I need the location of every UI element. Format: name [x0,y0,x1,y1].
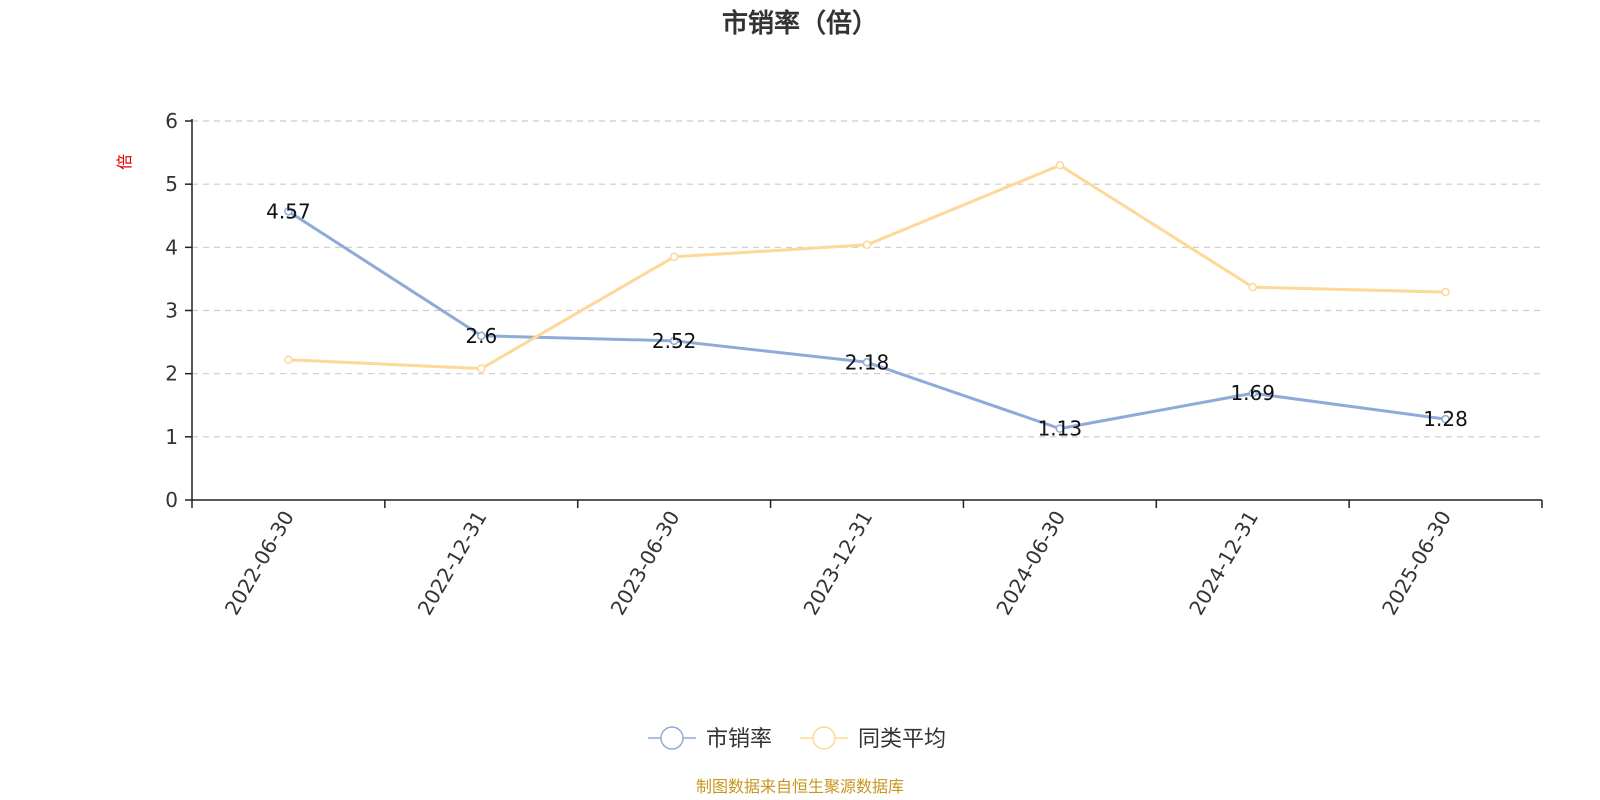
x-tick-label-6: 2025-06-30 [1377,507,1456,620]
legend[interactable]: 市销率 同类平均 [648,726,946,752]
chart-title: 市销率（倍） [722,8,878,39]
x-tick-label-2: 2023-06-30 [606,507,685,620]
data-point-s1-1[interactable] [477,364,486,373]
source-note: 制图数据来自恒生聚源数据库 [696,777,904,796]
data-point-s0-0[interactable] [284,207,293,216]
y-tick-label-2: 2 [165,362,178,386]
series [284,160,1450,433]
data-label-s0-4: 1.13 [1038,417,1083,441]
data-point-s1-2[interactable] [669,252,679,262]
legend-marker-series-1 [812,726,836,750]
data-labels: 4.57 2.6 2.52 2.18 1.13 1.69 1.28 [266,199,1468,440]
data-point-s0-3[interactable] [862,358,872,367]
x-tick-label-1: 2022-12-31 [413,507,492,620]
data-label-s0-3: 2.18 [845,350,890,374]
data-point-s1-0[interactable] [284,355,293,365]
x-tick-label-0: 2022-06-30 [220,507,299,620]
legend-marker-series-0 [660,726,684,750]
y-axis-label: 倍 [115,154,134,170]
data-point-s1-4[interactable] [1055,160,1065,170]
data-point-s1-3[interactable] [862,240,872,250]
x-tick-label-4: 2024-06-30 [991,507,1070,620]
data-point-s0-4[interactable] [1055,424,1065,433]
legend-item-series-0[interactable]: 市销率 [648,726,772,752]
y-tick-label-5: 5 [165,172,178,196]
data-point-s1-5[interactable] [1248,282,1257,292]
series-line-1 [288,163,1446,371]
legend-label-series-0: 市销率 [706,727,772,752]
y-tick-label-0: 0 [165,488,178,512]
data-label-s0-6: 1.28 [1423,407,1468,431]
data-point-s0-1[interactable] [477,331,486,341]
y-tick-label-4: 4 [165,235,178,259]
gridlines [192,120,1542,438]
data-point-s0-5[interactable] [1248,388,1257,398]
data-point-s1-6[interactable] [1441,287,1450,297]
data-label-s0-0: 4.57 [266,199,311,223]
data-label-s0-2: 2.52 [652,329,697,353]
data-label-s0-1: 2.6 [465,324,497,348]
legend-item-series-1[interactable]: 同类平均 [800,726,946,752]
data-point-s0-6[interactable] [1441,414,1450,424]
legend-label-series-1: 同类平均 [858,727,946,752]
y-tick-label-1: 1 [165,425,178,449]
x-tick-label-3: 2023-12-31 [798,507,877,620]
y-tick-label-3: 3 [165,299,178,323]
data-label-s0-5: 1.69 [1230,381,1275,405]
x-tick-label-5: 2024-12-31 [1184,507,1263,620]
data-point-s0-2[interactable] [669,336,679,346]
y-tick-label-6: 6 [165,109,178,133]
